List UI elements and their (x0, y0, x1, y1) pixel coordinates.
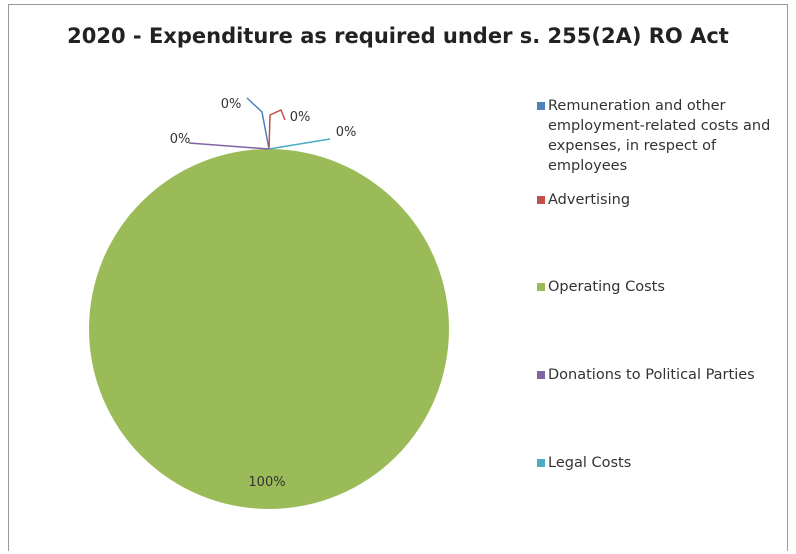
legend-swatch-remuneration (537, 102, 545, 110)
legend-label-operating-costs: Operating Costs (548, 279, 665, 295)
data-label-remuneration: 0% (221, 97, 242, 112)
legend-swatch-donations (537, 371, 545, 379)
leader-line-remuneration (246, 97, 270, 150)
chart-title: 2020 - Expenditure as required under s. … (67, 24, 729, 48)
data-label-legal-costs: 0% (336, 125, 357, 140)
data-label-donations: 0% (170, 132, 191, 147)
leader-line-donations (188, 142, 270, 150)
leader-line-legal-costs (268, 138, 331, 150)
pie-slice-operating-costs (89, 149, 449, 509)
legend-item-remuneration: Remuneration and other employment-relate… (537, 96, 787, 176)
legend-swatch-operating-costs (537, 283, 545, 291)
legend-swatch-advertising (537, 196, 545, 204)
legend-item-operating-costs: Operating Costs (537, 277, 665, 297)
legend-label-legal-costs: Legal Costs (548, 455, 632, 471)
legend-item-advertising: Advertising (537, 190, 630, 210)
data-label-operating-costs: 100% (248, 475, 285, 490)
legend-item-legal-costs: Legal Costs (537, 453, 631, 473)
leader-line-advertising (268, 108, 286, 150)
legend-item-donations: Donations to Political Parties (537, 365, 755, 385)
legend-label-donations: Donations to Political Parties (548, 367, 755, 383)
data-label-advertising: 0% (290, 110, 311, 125)
legend-label-remuneration: Remuneration and other employment-relate… (548, 98, 771, 174)
legend-swatch-legal-costs (537, 459, 545, 467)
legend-label-advertising: Advertising (548, 192, 631, 208)
